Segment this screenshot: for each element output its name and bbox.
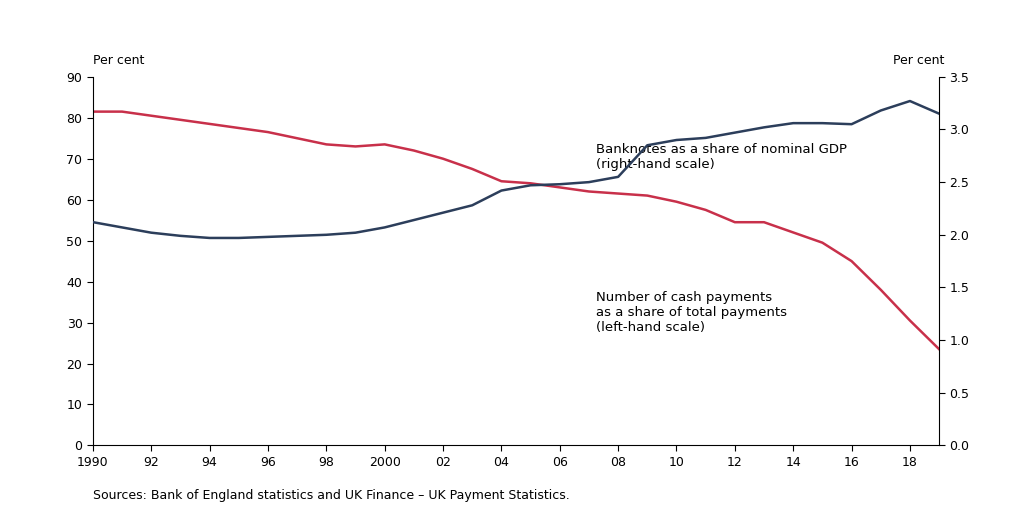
Text: Number of cash payments
as a share of total payments
(left-hand scale): Number of cash payments as a share of to…	[596, 291, 787, 334]
Text: Banknotes as a share of nominal GDP
(right-hand scale): Banknotes as a share of nominal GDP (rig…	[596, 143, 847, 171]
Text: Per cent: Per cent	[893, 54, 944, 67]
Text: Per cent: Per cent	[93, 54, 144, 67]
Text: Sources: Bank of England statistics and UK Finance – UK Payment Statistics.: Sources: Bank of England statistics and …	[93, 489, 570, 502]
